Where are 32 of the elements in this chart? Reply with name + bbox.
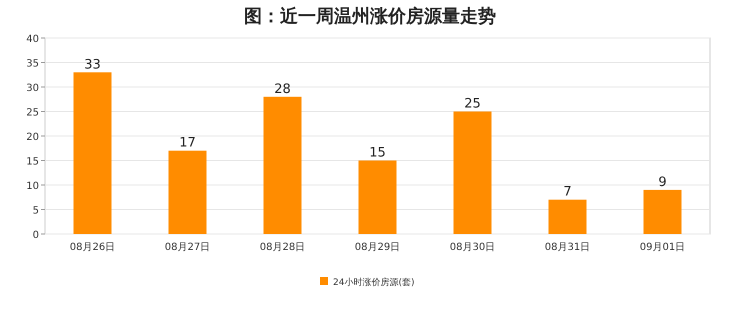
y-tick-label: 40 bbox=[26, 34, 39, 45]
x-tick-label: 08月29日 bbox=[354, 242, 400, 253]
bar bbox=[644, 190, 682, 234]
bar bbox=[548, 200, 586, 234]
x-tick-label: 09月01日 bbox=[640, 242, 686, 253]
bar bbox=[264, 96, 302, 234]
x-tick-label: 08月27日 bbox=[164, 242, 210, 253]
bar bbox=[358, 160, 396, 234]
chart-title: 图：近一周温州涨价房源量走势 bbox=[244, 6, 496, 27]
y-tick-label: 5 bbox=[32, 206, 39, 216]
bar bbox=[74, 72, 112, 234]
bar bbox=[454, 112, 492, 234]
data-label: 28 bbox=[274, 82, 291, 97]
y-tick-label: 30 bbox=[26, 83, 39, 94]
data-label: 33 bbox=[84, 57, 101, 72]
y-tick-label: 10 bbox=[26, 181, 39, 192]
data-label: 9 bbox=[658, 174, 667, 190]
data-label: 15 bbox=[369, 146, 386, 160]
y-tick-label: 0 bbox=[32, 230, 39, 241]
data-label: 7 bbox=[563, 184, 572, 200]
data-label: 17 bbox=[179, 136, 196, 151]
legend-label: 24小时涨价房源(套) bbox=[333, 277, 414, 288]
x-tick-label: 08月30日 bbox=[450, 242, 496, 253]
x-tick-label: 08月31日 bbox=[544, 242, 590, 253]
y-tick-label: 35 bbox=[26, 58, 39, 70]
x-tick-label: 08月28日 bbox=[260, 242, 306, 253]
data-label: 25 bbox=[464, 96, 481, 112]
y-tick-label: 25 bbox=[26, 108, 39, 118]
y-tick-label: 15 bbox=[26, 156, 39, 168]
x-tick-label: 08月26日 bbox=[70, 242, 116, 253]
y-tick-label: 20 bbox=[26, 132, 39, 143]
bar bbox=[168, 150, 206, 234]
